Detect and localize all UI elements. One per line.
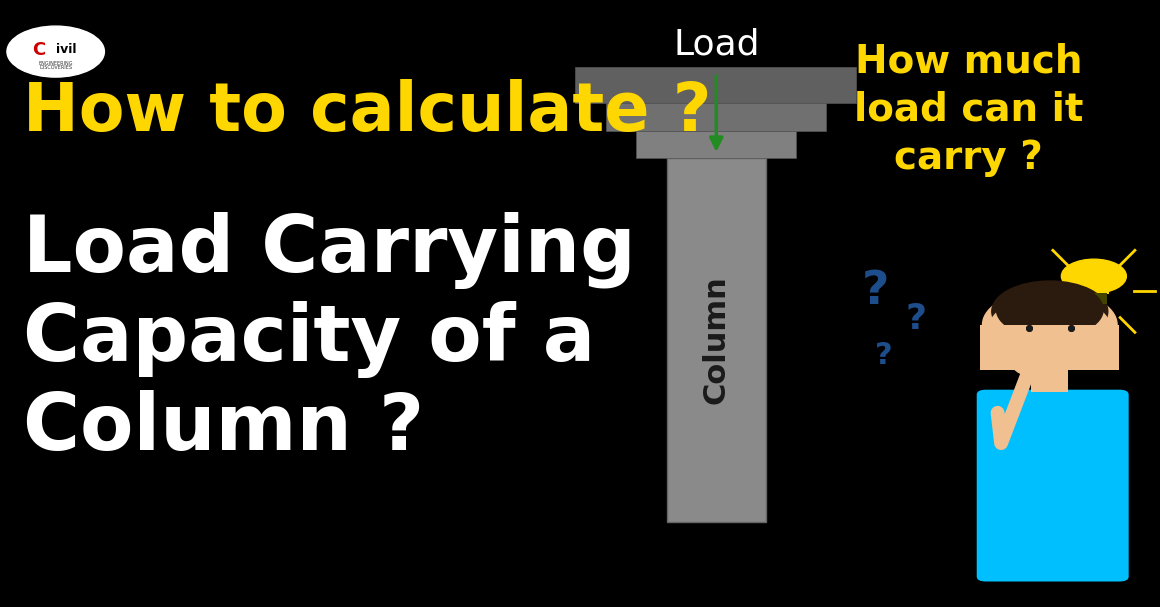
FancyBboxPatch shape (606, 103, 826, 131)
Circle shape (996, 282, 1103, 337)
Text: ?: ? (862, 269, 890, 314)
FancyBboxPatch shape (1031, 358, 1068, 392)
Text: Column: Column (702, 276, 731, 404)
Circle shape (1061, 259, 1126, 293)
Circle shape (983, 290, 1117, 360)
Text: C: C (31, 41, 45, 59)
Text: DISCOVERIES: DISCOVERIES (39, 65, 72, 70)
Circle shape (7, 26, 104, 77)
Text: ENGINEERING: ENGINEERING (38, 61, 73, 66)
FancyBboxPatch shape (980, 325, 1119, 370)
FancyBboxPatch shape (1079, 275, 1109, 294)
Circle shape (1013, 352, 1059, 376)
Circle shape (989, 296, 1110, 359)
Circle shape (992, 300, 1108, 361)
Text: ivil: ivil (56, 43, 77, 56)
FancyBboxPatch shape (1081, 293, 1107, 304)
FancyBboxPatch shape (667, 158, 766, 522)
Text: Load: Load (673, 27, 760, 61)
FancyBboxPatch shape (575, 67, 856, 103)
Text: Load Carrying
Capacity of a
Column ?: Load Carrying Capacity of a Column ? (23, 212, 636, 466)
Text: How to calculate ?: How to calculate ? (23, 79, 712, 145)
Text: How much
load can it
carry ?: How much load can it carry ? (854, 42, 1083, 177)
Text: ?: ? (906, 302, 927, 336)
FancyBboxPatch shape (977, 390, 1129, 582)
Text: ?: ? (875, 341, 893, 370)
FancyBboxPatch shape (636, 131, 796, 158)
Circle shape (992, 281, 1108, 342)
